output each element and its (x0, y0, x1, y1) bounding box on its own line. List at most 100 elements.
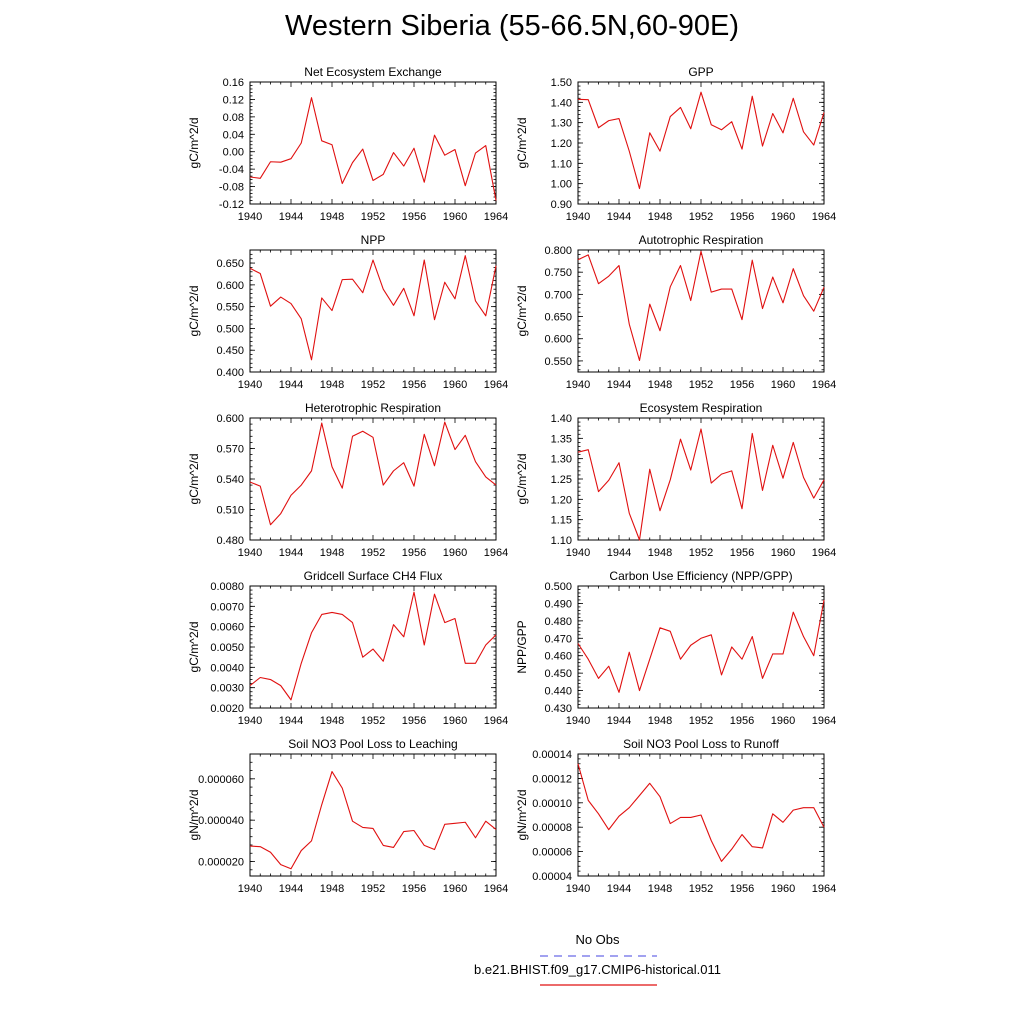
x-tick-label: 1956 (402, 211, 426, 223)
x-tick-label: 1944 (607, 715, 631, 727)
x-tick-label: 1956 (730, 883, 754, 895)
y-tick-label: 0.500 (544, 581, 572, 593)
series-line (249, 771, 497, 870)
x-tick-label: 1944 (279, 883, 303, 895)
series-line (249, 421, 497, 526)
x-tick-label: 1956 (402, 379, 426, 391)
x-tick-label: 1960 (771, 883, 795, 895)
y-tick-label: 0.750 (544, 267, 572, 279)
y-tick-label: 0.430 (544, 703, 572, 715)
x-tick-label: 1952 (689, 379, 713, 391)
y-axis-label: gC/m^2/d (515, 286, 529, 337)
y-tick-label: 1.10 (551, 535, 572, 547)
plot-frame (577, 417, 825, 541)
y-tick-label: 0.650 (544, 312, 572, 324)
chart-panel-8: Carbon Use Efficiency (NPP/GPP) NPP/GPP 19… (515, 569, 836, 727)
x-tick-label: 1952 (689, 547, 713, 559)
legend-label-model: b.e21.BHIST.f09_g17.CMIP6-historical.011 (474, 962, 721, 977)
x-tick-label: 1944 (279, 547, 303, 559)
x-tick-label: 1964 (484, 883, 508, 895)
y-axis-label: gN/m^2/d (187, 790, 201, 841)
x-tick-label: 1948 (320, 211, 344, 223)
y-tick-label: 1.50 (551, 77, 572, 89)
x-tick-label: 1960 (443, 211, 467, 223)
y-tick-label: 0.800 (544, 245, 572, 257)
legend-label-obs: No Obs (575, 932, 620, 947)
x-tick-label: 1952 (361, 379, 385, 391)
x-tick-label: 1948 (648, 379, 672, 391)
plot-frame (249, 585, 497, 709)
x-tick-label: 1960 (771, 715, 795, 727)
y-tick-label: 0.000020 (198, 857, 244, 869)
x-tick-label: 1952 (689, 211, 713, 223)
x-tick-label: 1960 (443, 547, 467, 559)
y-tick-label: 1.35 (551, 433, 572, 445)
y-tick-label: 0.650 (216, 258, 244, 270)
x-tick-label: 1952 (361, 211, 385, 223)
x-tick-label: 1948 (320, 547, 344, 559)
y-tick-label: -0.04 (219, 164, 244, 176)
y-tick-label: 0.400 (216, 367, 244, 379)
y-axis-label: gC/m^2/d (187, 454, 201, 505)
x-tick-label: 1964 (484, 379, 508, 391)
y-tick-label: 0.550 (216, 302, 244, 314)
y-tick-label: 0.00008 (532, 822, 572, 834)
y-tick-label: 0.480 (544, 616, 572, 628)
y-tick-label: 0.600 (216, 280, 244, 292)
y-tick-label: 0.570 (216, 444, 244, 456)
chart-title: Soil NO3 Pool Loss to Runoff (623, 737, 780, 751)
chart-title: Ecosystem Respiration (640, 401, 763, 415)
x-tick-label: 1952 (361, 547, 385, 559)
x-tick-label: 1940 (238, 715, 262, 727)
y-axis-label: gC/m^2/d (187, 286, 201, 337)
chart-title: Heterotrophic Respiration (305, 401, 441, 415)
x-tick-label: 1960 (443, 715, 467, 727)
x-tick-label: 1940 (238, 379, 262, 391)
y-tick-label: 0.0040 (210, 662, 244, 674)
x-tick-label: 1952 (361, 715, 385, 727)
y-tick-label: 0.00004 (532, 871, 572, 883)
y-tick-label: 0.00006 (532, 847, 572, 859)
x-tick-label: 1956 (402, 715, 426, 727)
chart-panel-2: GPP gC/m^2/d 1940 1944 1948 1952 1956 1960 1964 0… (515, 65, 836, 223)
y-tick-label: 0.00010 (532, 798, 572, 810)
x-tick-label: 1944 (279, 211, 303, 223)
x-tick-label: 1956 (402, 883, 426, 895)
x-tick-label: 1940 (566, 547, 590, 559)
plot-frame (249, 81, 497, 205)
x-tick-label: 1964 (812, 211, 836, 223)
y-tick-label: 0.480 (216, 535, 244, 547)
series-line (577, 763, 825, 862)
y-tick-label: 0.00 (223, 147, 244, 159)
y-tick-label: 0.0080 (210, 581, 244, 593)
x-tick-label: 1940 (566, 883, 590, 895)
y-tick-label: 0.440 (544, 686, 572, 698)
y-tick-label: 1.25 (551, 474, 572, 486)
chart-title: Carbon Use Efficiency (NPP/GPP) (609, 569, 792, 583)
y-tick-label: 0.00012 (532, 773, 572, 785)
x-tick-label: 1964 (812, 883, 836, 895)
x-tick-label: 1940 (238, 547, 262, 559)
y-axis-label: NPP/GPP (515, 620, 529, 673)
y-tick-label: 0.600 (544, 334, 572, 346)
y-tick-label: 0.90 (551, 199, 572, 211)
y-tick-label: 0.04 (223, 129, 244, 141)
series-line (577, 599, 825, 693)
y-tick-label: 0.00014 (532, 749, 572, 761)
y-tick-label: 0.08 (223, 112, 244, 124)
x-tick-label: 1944 (607, 211, 631, 223)
y-tick-label: 1.00 (551, 179, 572, 191)
y-tick-label: 0.0070 (210, 601, 244, 613)
x-tick-label: 1956 (402, 547, 426, 559)
x-tick-label: 1952 (361, 883, 385, 895)
x-tick-label: 1948 (648, 547, 672, 559)
y-tick-label: 0.460 (544, 651, 572, 663)
y-tick-label: 0.700 (544, 289, 572, 301)
x-tick-label: 1960 (771, 211, 795, 223)
x-tick-label: 1948 (320, 715, 344, 727)
x-tick-label: 1964 (812, 547, 836, 559)
x-tick-label: 1964 (484, 211, 508, 223)
y-tick-label: 0.490 (544, 598, 572, 610)
chart-panel-5: Heterotrophic Respiration gC/m^2/d 1940 194… (187, 401, 508, 559)
series-line (577, 250, 825, 362)
